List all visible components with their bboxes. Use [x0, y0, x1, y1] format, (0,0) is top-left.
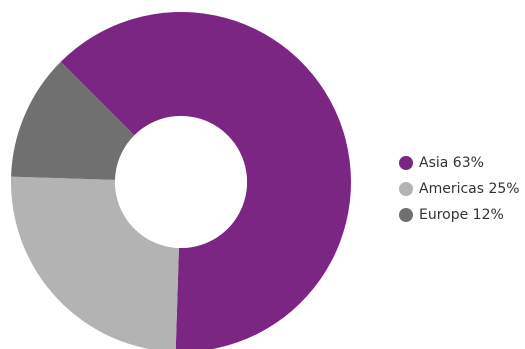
- donut-slice-americas[interactable]: [11, 176, 179, 349]
- legend-item-asia[interactable]: Asia 63%: [399, 150, 520, 176]
- legend-swatch-americas: [399, 182, 413, 196]
- legend-label-europe: Europe 12%: [419, 207, 504, 223]
- legend-label-asia: Asia 63%: [419, 155, 484, 171]
- donut-slice-asia[interactable]: [60, 12, 351, 349]
- legend-swatch-europe: [399, 208, 413, 222]
- donut-slice-europe[interactable]: [11, 61, 135, 180]
- chart-legend: Asia 63% Americas 25% Europe 12%: [399, 150, 520, 228]
- legend-item-americas[interactable]: Americas 25%: [399, 176, 520, 202]
- legend-swatch-asia: [399, 156, 413, 170]
- legend-label-americas: Americas 25%: [419, 181, 520, 197]
- legend-item-europe[interactable]: Europe 12%: [399, 202, 520, 228]
- donut-hole: [115, 116, 247, 248]
